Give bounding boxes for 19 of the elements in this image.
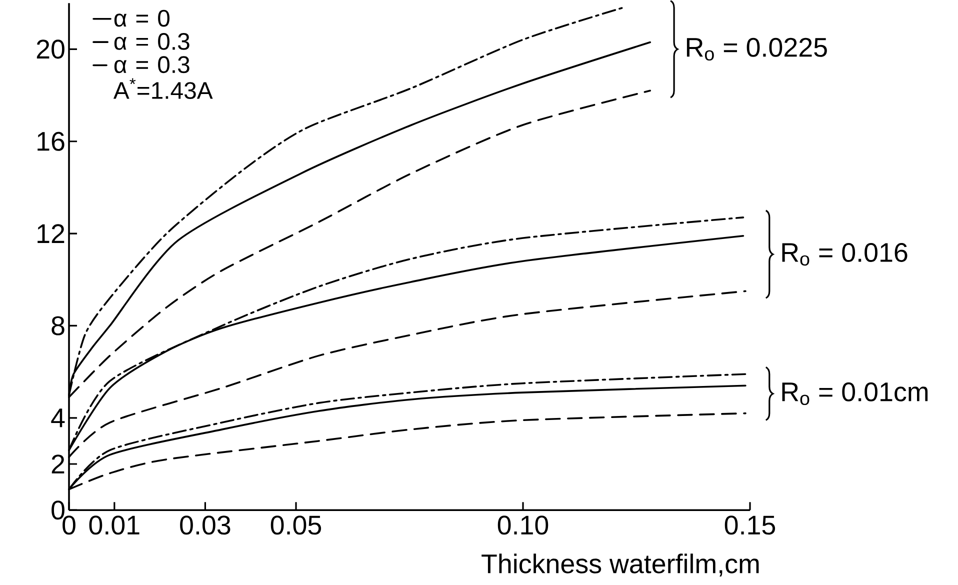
y-tick-label: 0 [52,500,64,520]
x-tick-label: 0.05 [270,516,322,535]
x-tick-label: 0.01 [89,516,140,535]
y-tick-label: 16 [38,132,64,151]
x-tick-label: 0.03 [180,516,230,535]
legend-label: α = 0.3 A$^{*}$=1.43A [113,56,213,99]
y-tick-label: 2 [52,454,64,474]
y-tick-label: 20 [36,40,64,59]
text: R$_{o}$ = 0.01cm [782,382,928,406]
annotation: R$_{o}$ = 0.0225 [686,38,827,60]
x-axis-title: Thickness waterfilm,cm [482,554,759,576]
x-tick-label: 0.10 [498,516,548,535]
y-tick-label: 4 [51,408,65,428]
legend-label: α = 0.3 [114,32,190,50]
legend-label: α = 0 [114,10,170,27]
text: R$_{o}$ = 0.016 [782,242,908,266]
y-tick-label: 12 [38,224,64,243]
x-tick-label: 0.15 [724,516,776,535]
y-tick-label: 8 [52,316,64,336]
